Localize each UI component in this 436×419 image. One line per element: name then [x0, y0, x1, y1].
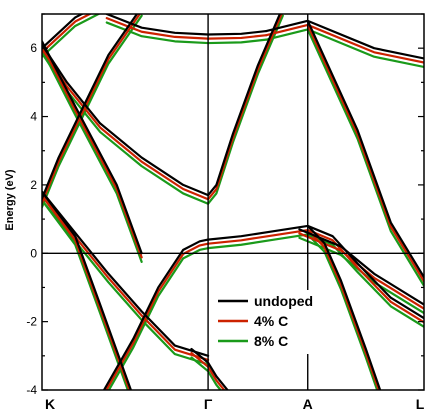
legend-label: 8% C	[254, 333, 288, 349]
legend-label: 4% C	[254, 313, 288, 329]
y-tick-label: -4	[26, 383, 37, 397]
band-line-4-c-4	[42, 47, 210, 201]
ticks-layer: 6 4 2 0 -2 -4 K Γ A L	[26, 13, 425, 412]
legend: undoped 4% C 8% C	[212, 290, 330, 354]
band-line-undoped-3	[265, 19, 424, 60]
band-line-8-c-2	[105, 21, 268, 45]
band-line-4-c-11	[306, 228, 424, 324]
band-line-undoped-9	[102, 238, 210, 390]
band-line-undoped-8	[42, 190, 133, 390]
kpoint-label: L	[416, 396, 425, 412]
plot-frame	[41, 13, 425, 391]
y-tick-label: 6	[30, 41, 37, 55]
band-line-undoped-14	[190, 347, 229, 390]
band-line-8-c-5	[206, 14, 284, 205]
band-line-8-c-10	[206, 233, 309, 250]
band-line-undoped-2	[105, 14, 268, 36]
band-line-undoped-4	[42, 43, 210, 197]
bands-layer	[42, 14, 424, 390]
band-line-undoped-0	[42, 40, 143, 255]
y-tick-label: 0	[30, 246, 37, 260]
band-line-8-c-15	[306, 28, 424, 287]
band-line-undoped-7	[42, 190, 210, 357]
kpoint-label: K	[45, 396, 55, 412]
band-line-undoped-11	[306, 224, 424, 320]
band-line-4-c-0	[42, 44, 143, 259]
band-line-4-c-10	[206, 228, 309, 245]
band-line-4-c-8	[42, 194, 131, 390]
band-line-4-c-6	[42, 14, 142, 204]
band-line-8-c-1	[42, 14, 101, 58]
y-axis-title: Energy (eV)	[4, 169, 16, 230]
band-line-4-c-1	[42, 14, 93, 54]
y-tick-label: 2	[30, 178, 37, 192]
band-line-8-c-3	[265, 28, 424, 69]
legend-label: undoped	[254, 293, 313, 309]
band-line-8-c-9	[107, 247, 210, 390]
band-line-8-c-11	[306, 233, 424, 328]
band-line-4-c-9	[105, 242, 210, 390]
kpoint-label: A	[303, 396, 313, 412]
y-tick-label: -2	[26, 315, 37, 329]
band-line-4-c-2	[105, 17, 268, 40]
band-line-8-c-0	[42, 48, 143, 263]
band-line-undoped-13	[298, 228, 424, 306]
y-tick-label: 4	[30, 110, 37, 124]
band-line-undoped-5	[206, 14, 282, 197]
band-line-8-c-14	[190, 356, 222, 390]
band-line-4-c-3	[265, 23, 424, 64]
band-line-8-c-4	[42, 52, 210, 205]
band-line-4-c-14	[190, 351, 226, 390]
band-line-undoped-6	[42, 14, 139, 200]
band-line-8-c-6	[42, 14, 143, 209]
kpoint-label: Γ	[204, 396, 213, 412]
band-line-undoped-10	[206, 224, 309, 241]
band-line-8-c-8	[42, 199, 129, 390]
band-line-undoped-15	[306, 19, 424, 279]
band-line-4-c-7	[42, 194, 210, 362]
band-line-undoped-1	[42, 14, 85, 50]
band-line-4-c-5	[206, 14, 283, 201]
